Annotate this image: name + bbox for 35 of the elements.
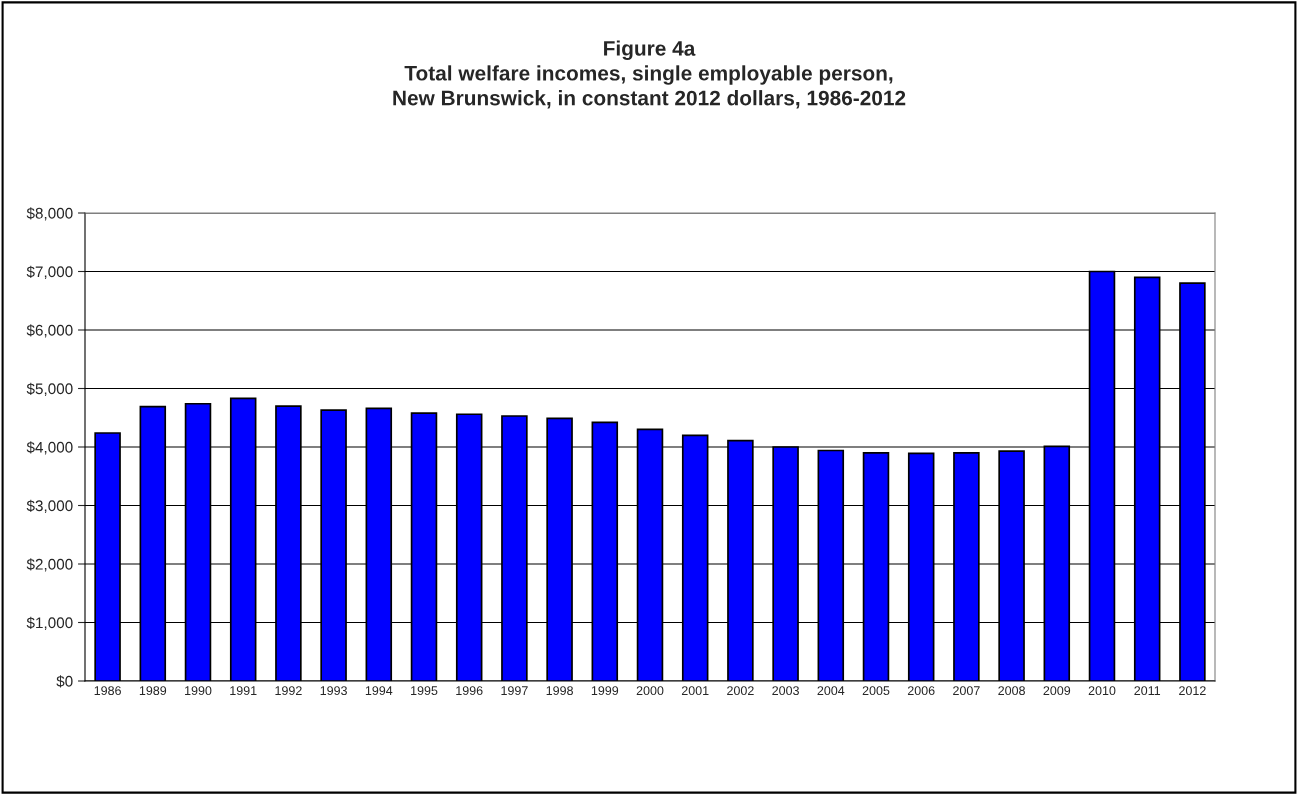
chart-title: Figure 4a Total welfare incomes, single employable person, New Brunswick, in constant 2012 dollars, 1986-2012 [393, 40, 906, 109]
y-tick-label: $5,000 [26, 382, 73, 396]
x-tick-label: 2007 [953, 686, 980, 696]
y-tick-label: $0 [56, 675, 73, 688]
x-tick-label: 2011 [1134, 686, 1161, 696]
x-tick-label: 1991 [230, 686, 257, 696]
x-tick-label: 2004 [817, 686, 845, 696]
x-tick-label: 1992 [275, 686, 302, 696]
x-tick-label: 2001 [681, 686, 709, 696]
x-tick-label: 1997 [501, 686, 528, 696]
y-tick-label: $7,000 [26, 265, 73, 279]
x-tick-label: 1990 [185, 686, 212, 696]
y-tick-label: $8,000 [26, 207, 73, 221]
x-tick-label: 1998 [546, 686, 573, 696]
x-tick-label: 2000 [636, 686, 664, 696]
x-tick-label: 2010 [1088, 686, 1116, 696]
x-tick-label: 1999 [591, 686, 619, 696]
y-tick-label: $6,000 [26, 324, 73, 338]
x-tick-label: 1989 [139, 686, 167, 696]
x-tick-label: 2005 [862, 686, 890, 696]
x-tick-label: 2006 [907, 686, 935, 696]
x-tick-label: 2009 [1043, 686, 1071, 696]
y-tick-label: $4,000 [26, 441, 73, 455]
x-tick-label: 1996 [456, 686, 483, 696]
y-tick-label: $1,000 [26, 616, 73, 630]
x-tick-label: 2012 [1179, 686, 1206, 696]
x-tick-label: 2003 [772, 686, 799, 696]
x-tick-label: 2002 [727, 686, 754, 696]
y-tick-label: $3,000 [26, 499, 73, 513]
y-tick-label: $2,000 [26, 558, 73, 572]
x-tick-label: 1995 [411, 686, 438, 696]
x-tick-label: 1993 [320, 686, 347, 696]
x-tick-label: 1994 [365, 686, 393, 696]
x-tick-label: 2008 [998, 686, 1025, 696]
x-tick-label: 1986 [94, 686, 121, 696]
